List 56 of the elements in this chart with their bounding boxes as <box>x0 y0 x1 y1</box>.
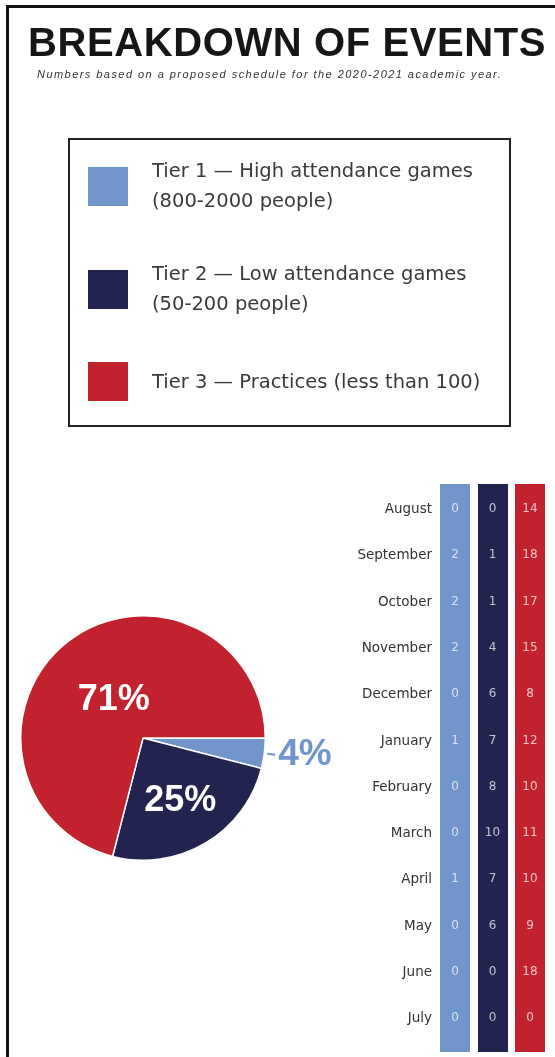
category-label: July <box>407 1008 432 1027</box>
data-label: 0 <box>450 777 460 794</box>
data-label: 0 <box>450 1009 460 1026</box>
data-label: 12 <box>521 731 539 748</box>
data-label: 18 <box>521 546 539 563</box>
data-label: 0 <box>487 500 498 516</box>
data-label: 10 <box>521 870 539 887</box>
data-label: 4% <box>278 732 332 774</box>
data-label: 7 <box>487 870 498 887</box>
data-label: 11 <box>521 824 539 841</box>
category-label: May <box>404 915 432 934</box>
data-label: 0 <box>525 1009 535 1026</box>
data-label: 0 <box>450 916 460 933</box>
category-label: February <box>372 776 432 795</box>
data-label: 15 <box>521 638 539 655</box>
category-label: June <box>402 962 432 980</box>
data-label: 1 <box>487 546 498 563</box>
data-label: 1 <box>487 592 498 609</box>
data-label: 0 <box>450 824 460 841</box>
data-label: 10 <box>521 777 539 794</box>
category-label: September <box>357 545 432 564</box>
chart-title: BREAKDOWN OF EVENTS <box>28 20 547 65</box>
data-label: 2 <box>450 546 460 563</box>
data-label: 0 <box>487 1009 498 1026</box>
data-label: 2 <box>450 638 460 655</box>
category-label: December <box>361 684 432 703</box>
category-label: January <box>380 730 432 749</box>
data-label: 6 <box>487 685 498 702</box>
data-label: 4 <box>487 638 498 655</box>
chart-subtitle: Numbers based on a proposed schedule for the 2020-2021 academic year. <box>37 68 503 80</box>
data-label: 1 <box>450 731 460 748</box>
data-label: 71% <box>77 677 150 719</box>
data-label: 6 <box>487 916 498 933</box>
data-label: 1 <box>450 870 460 887</box>
category-label: August <box>384 499 432 517</box>
data-label: 2 <box>450 592 460 609</box>
data-label: 14 <box>521 500 539 516</box>
category-label: April <box>401 869 432 888</box>
data-label: 0 <box>450 685 460 702</box>
data-label: 8 <box>525 685 535 702</box>
category-label: March <box>390 823 432 842</box>
data-label: 17 <box>521 592 539 609</box>
legend-label: Tier 2 — Low attendance games (50-200 people) <box>152 261 468 317</box>
data-label: 7 <box>487 731 498 748</box>
data-label: 9 <box>525 916 535 933</box>
category-label: October <box>377 591 432 610</box>
legend-label: Tier 1 — High attendance games (800-2000 people) <box>152 158 474 214</box>
data-label: 10 <box>483 824 502 841</box>
data-label: 0 <box>487 963 498 979</box>
data-label: 0 <box>450 500 460 516</box>
legend-label: Tier 3 — Practices (less than 100) <box>152 368 482 395</box>
data-label: 25% <box>144 778 217 820</box>
category-label: November <box>361 637 432 656</box>
data-label: 18 <box>521 963 539 979</box>
data-label: 8 <box>487 777 498 794</box>
data-label: 0 <box>450 963 460 979</box>
